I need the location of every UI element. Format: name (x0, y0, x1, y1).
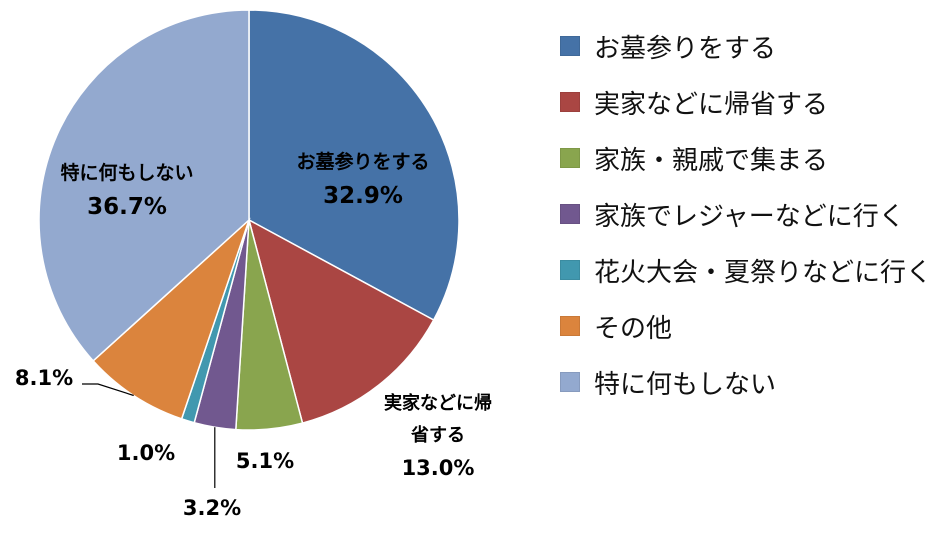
legend-item-4: 花火大会・夏祭りなどに行く (560, 242, 948, 298)
slice-label-1-line1: 実家などに帰 (384, 392, 492, 414)
legend-swatch-0 (560, 36, 580, 56)
legend-label-3: 家族でレジャーなどに行く (594, 201, 905, 232)
pie-chart: お墓参りをする 32.9% 特に何もしない 36.7% 実家などに帰省する 13.0% 5.… (15, 9, 492, 520)
legend-swatch-5 (560, 316, 580, 336)
value-label-3: 3.2% (183, 496, 241, 520)
legend-label-5: その他 (594, 313, 673, 344)
legend-item-0: お墓参りをする (560, 18, 948, 74)
legend-label-1: 実家などに帰省する (594, 89, 829, 120)
legend-label-0: お墓参りをする (594, 33, 777, 64)
legend-swatch-6 (560, 372, 580, 392)
leader-line-5 (82, 383, 134, 397)
legend-item-1: 実家などに帰省する (560, 74, 948, 130)
pie-slice-5 (92, 217, 251, 420)
value-label-4: 1.0% (117, 441, 175, 465)
legend: お墓参りをする 実家などに帰省する 家族・親戚で集まる 家族でレジャーなどに行く… (560, 18, 948, 410)
value-label-1: 13.0% (402, 456, 475, 480)
legend-label-4: 花火大会・夏祭りなどに行く (594, 257, 933, 288)
slice-label-6: 特に何もしない (60, 161, 193, 184)
slice-label-0: お墓参りをする (296, 150, 429, 173)
value-label-6: 36.7% (87, 194, 167, 220)
value-label-2: 5.1% (236, 449, 294, 473)
slice-label-1-line2: 省する (410, 424, 465, 446)
pie-slice-6 (38, 9, 250, 362)
legend-swatch-1 (560, 92, 580, 112)
legend-swatch-2 (560, 148, 580, 168)
pie-slice-0 (248, 9, 460, 322)
value-label-0: 32.9% (323, 183, 403, 209)
legend-swatch-3 (560, 204, 580, 224)
legend-item-6: 特に何もしない (560, 354, 948, 410)
legend-label-6: 特に何もしない (594, 369, 777, 400)
legend-item-5: その他 (560, 298, 948, 354)
legend-item-3: 家族でレジャーなどに行く (560, 186, 948, 242)
pie-slice-1 (247, 218, 435, 424)
legend-item-2: 家族・親戚で集まる (560, 130, 948, 186)
legend-swatch-4 (560, 260, 580, 280)
value-label-5: 8.1% (15, 366, 73, 390)
legend-label-2: 家族・親戚で集まる (594, 145, 829, 176)
